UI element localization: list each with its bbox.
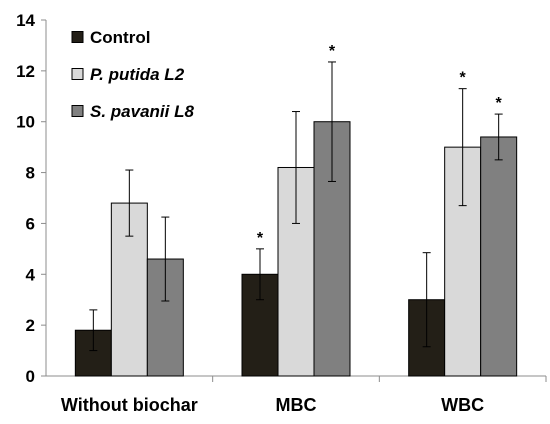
significance-star: * [460, 70, 467, 87]
y-tick-label: 14 [16, 11, 35, 30]
legend-swatch [71, 31, 84, 43]
chart-axes: 0 2 4 6 8 10 12 14 Without biochar MBC WBC [16, 11, 547, 415]
significance-star: * [329, 43, 336, 60]
y-tick-label: 10 [16, 113, 35, 132]
y-tick-label: 2 [26, 316, 35, 335]
y-tick-label: 4 [26, 265, 36, 284]
legend-swatch [71, 105, 84, 117]
chart-legend: Control P. putida L2 S. pavanii L8 [71, 28, 194, 121]
x-category-label: WBC [441, 395, 484, 415]
y-tick-label: 0 [26, 367, 35, 386]
significance-star: * [496, 95, 503, 112]
bar [480, 136, 518, 377]
y-tick-label: 8 [26, 164, 35, 183]
bar [74, 329, 112, 377]
x-category-label: MBC [276, 395, 317, 415]
x-category-label: Without biochar [61, 395, 198, 415]
significance-star: * [257, 230, 264, 247]
y-tick-label: 12 [16, 62, 35, 81]
y-tick-label: 6 [26, 214, 35, 233]
chart-bars: * * * * [74, 43, 518, 377]
legend-label: Control [90, 28, 150, 47]
legend-label: P. putida L2 [90, 65, 185, 84]
legend-label: S. pavanii L8 [90, 102, 194, 121]
legend-swatch [71, 68, 84, 80]
